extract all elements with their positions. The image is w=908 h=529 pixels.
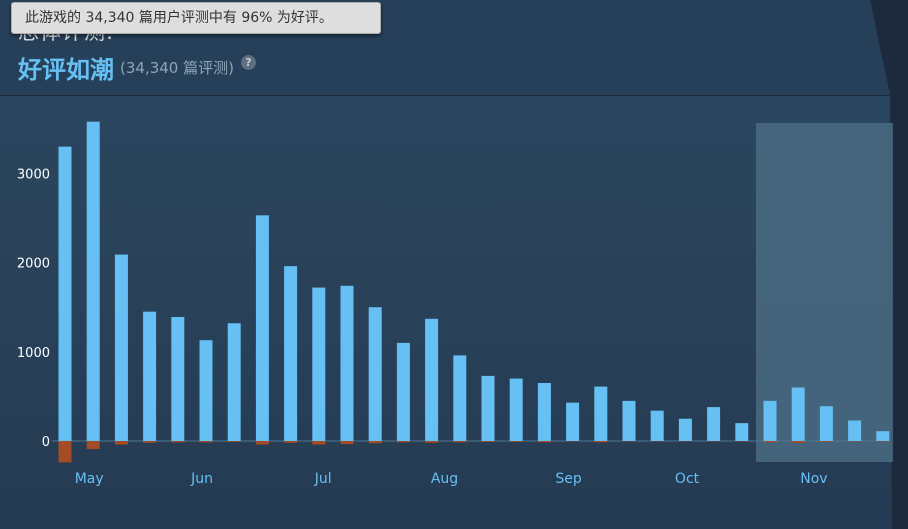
highlight-region[interactable] [755, 123, 893, 462]
negative-bar[interactable] [791, 441, 805, 443]
review-summary: 好评如潮 (34,340 篇评测) ? [18, 50, 256, 84]
positive-bar[interactable] [171, 317, 185, 441]
positive-bar[interactable] [425, 318, 439, 441]
positive-bar[interactable] [594, 386, 608, 441]
positive-bar[interactable] [763, 400, 777, 441]
x-month-label: Oct [675, 471, 700, 487]
positive-bar[interactable] [453, 355, 467, 441]
positive-bar[interactable] [255, 215, 269, 441]
negative-bar[interactable] [114, 441, 128, 445]
x-month-label: Jun [190, 471, 213, 487]
positive-bar[interactable] [509, 378, 523, 441]
positive-bar[interactable] [199, 340, 213, 441]
negative-bar[interactable] [509, 441, 523, 442]
x-month-label: Sep [555, 471, 582, 487]
positive-bar[interactable] [143, 311, 157, 441]
positive-bar[interactable] [481, 375, 495, 441]
review-rating[interactable]: 好评如潮 [18, 55, 114, 84]
negative-bar[interactable] [255, 441, 269, 445]
y-tick-label: 0 [42, 435, 50, 450]
positive-bar[interactable] [848, 420, 862, 441]
negative-bar[interactable] [537, 441, 551, 443]
positive-bar[interactable] [537, 383, 551, 441]
review-count: (34,340 篇评测) [120, 58, 234, 77]
positive-bar[interactable] [86, 121, 100, 441]
positive-bar[interactable] [58, 146, 72, 441]
positive-bar[interactable] [312, 287, 326, 441]
negative-bar[interactable] [340, 441, 354, 445]
negative-bar[interactable] [453, 441, 467, 443]
positive-bar[interactable] [622, 400, 636, 441]
positive-bar[interactable] [735, 423, 749, 441]
y-tick-label: 2000 [17, 257, 50, 272]
positive-bar[interactable] [396, 342, 410, 441]
negative-bar[interactable] [368, 441, 382, 444]
negative-bar[interactable] [425, 441, 439, 443]
negative-bar[interactable] [143, 441, 157, 443]
positive-bar[interactable] [227, 323, 241, 441]
positive-bar[interactable] [566, 402, 580, 441]
x-month-label: Aug [431, 471, 458, 487]
positive-bar[interactable] [114, 254, 128, 441]
positive-bar[interactable] [368, 307, 382, 441]
x-month-label: Nov [800, 471, 827, 487]
positive-bar[interactable] [650, 410, 664, 441]
positive-bar[interactable] [707, 407, 721, 441]
negative-bar[interactable] [58, 441, 72, 463]
negative-bar[interactable] [594, 441, 608, 443]
negative-bar[interactable] [396, 441, 410, 443]
positive-bar[interactable] [791, 387, 805, 441]
positive-bar[interactable] [284, 266, 298, 441]
negative-bar[interactable] [481, 441, 495, 442]
negative-bar[interactable] [312, 441, 326, 445]
positive-bar[interactable] [876, 431, 890, 441]
negative-bar[interactable] [86, 441, 100, 450]
positive-bar[interactable] [678, 418, 692, 441]
negative-bar[interactable] [819, 441, 833, 442]
positive-bar[interactable] [819, 406, 833, 441]
negative-bar[interactable] [199, 441, 213, 443]
y-tick-label: 3000 [17, 167, 50, 182]
help-icon[interactable]: ? [240, 54, 256, 70]
x-month-label: May [75, 471, 104, 487]
x-month-label: Jul [314, 471, 332, 487]
review-tooltip: 此游戏的 34,340 篇用户评测中有 96% 为好评。 [11, 2, 381, 34]
negative-bar[interactable] [171, 441, 185, 443]
negative-bar[interactable] [227, 441, 241, 442]
positive-bar[interactable] [340, 285, 354, 441]
y-tick-label: 1000 [17, 346, 50, 361]
header-divider [0, 95, 892, 96]
negative-bar[interactable] [763, 441, 777, 443]
negative-bar[interactable] [284, 441, 298, 443]
